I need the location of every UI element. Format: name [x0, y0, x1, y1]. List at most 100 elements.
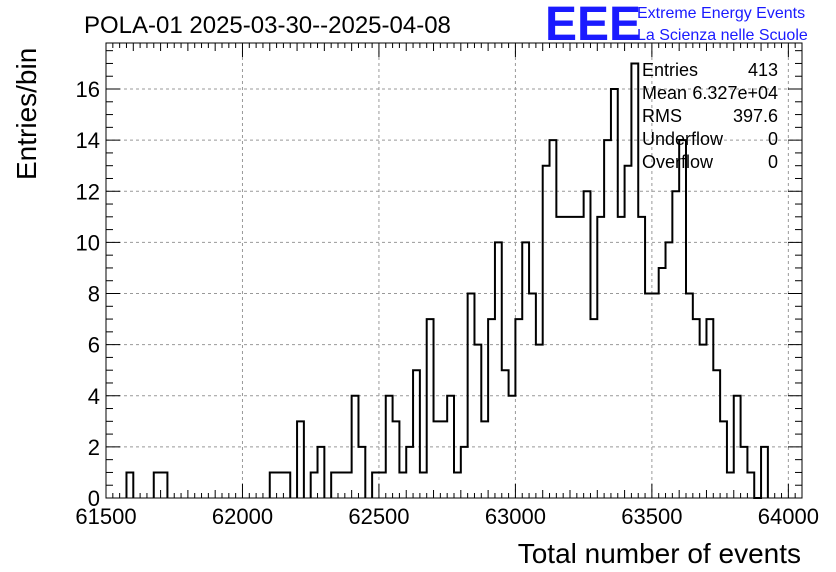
- x-tick-label-2: 62500: [348, 504, 409, 529]
- histogram-bin-57: [666, 242, 673, 498]
- histogram-bin-24: [440, 421, 447, 498]
- histogram-series: [125, 62, 769, 499]
- histogram-bin-9: [331, 472, 338, 498]
- stats-box: Entries 413 Mean 6.327e+04 RMS 397.6 Underflow…: [642, 60, 778, 172]
- x-tick-label-4: 63500: [621, 504, 682, 529]
- histogram-bin-29: [474, 345, 481, 498]
- stats-label-entries: Entries: [642, 60, 698, 80]
- histogram-outline: [125, 62, 769, 499]
- histogram-bin-8: [318, 447, 325, 498]
- histogram-bin-17: [393, 421, 400, 498]
- histogram-bin-58: [672, 191, 679, 498]
- histogram-bin-28: [468, 294, 475, 498]
- histogram-bin-13: [358, 447, 365, 498]
- histogram-bin-43: [570, 217, 577, 498]
- histogram-bin-33: [502, 370, 509, 498]
- x-axis-title: Total number of events: [518, 538, 801, 569]
- histogram-bin-31: [488, 319, 495, 498]
- y-tick-label-8: 16: [76, 77, 100, 102]
- histogram-bin-68: [741, 447, 748, 498]
- histogram-bin-16: [386, 396, 393, 498]
- histogram-bin-25: [447, 396, 454, 498]
- histogram-bin-40: [550, 140, 557, 498]
- histogram-bin-18: [399, 472, 406, 498]
- y-tick-label-2: 4: [88, 384, 100, 409]
- histogram-bin-11: [345, 472, 352, 498]
- histogram-bin-1: [154, 472, 161, 498]
- histogram-bin-44: [577, 217, 584, 498]
- stats-label-overflow: Overflow: [642, 152, 714, 172]
- logo-line-1: Extreme Energy Events: [637, 5, 805, 22]
- y-tick-label-6: 12: [76, 179, 100, 204]
- stats-value-entries: 413: [748, 60, 778, 80]
- histogram-bin-27: [461, 447, 468, 498]
- stats-value-overflow: 0: [768, 152, 778, 172]
- histogram-bin-49: [611, 89, 618, 498]
- histogram-bin-52: [631, 63, 638, 498]
- histogram-bin-55: [652, 294, 659, 498]
- histogram-bin-20: [413, 370, 420, 498]
- eee-logo: EEE Extreme Energy Events La Scienza nel…: [545, 0, 808, 51]
- histogram-bin-71: [761, 447, 768, 498]
- histogram-bin-45: [584, 191, 591, 498]
- y-tick-label-3: 6: [88, 333, 100, 358]
- histogram-bin-7: [311, 472, 318, 498]
- histogram-bin-59: [679, 140, 686, 498]
- histogram-bin-22: [427, 319, 434, 498]
- x-tick-label-0: 61500: [75, 504, 136, 529]
- histogram-bin-6: [297, 421, 304, 498]
- histogram-bin-15: [379, 472, 386, 498]
- histogram-bin-39: [543, 166, 550, 498]
- histogram-bin-30: [481, 421, 488, 498]
- histogram-bin-66: [727, 472, 734, 498]
- histogram-bin-5: [283, 472, 290, 498]
- histogram-bin-26: [454, 472, 461, 498]
- eee-logo-mark: EEE: [545, 0, 641, 51]
- axes: 61500 62000 62500 63000 63500 64000 0 2 4 6 8 10 12 1…: [75, 43, 819, 529]
- histogram-bin-67: [734, 396, 741, 498]
- histogram-bin-4: [277, 472, 284, 498]
- histogram-bin-60: [686, 294, 693, 498]
- stats-label-rms: RMS: [642, 106, 682, 126]
- histogram-bin-69: [747, 472, 754, 498]
- histogram-bin-10: [338, 472, 345, 498]
- histogram-bin-34: [509, 396, 516, 498]
- histogram-bin-50: [618, 217, 625, 498]
- histogram-bin-23: [434, 421, 441, 498]
- stats-value-underflow: 0: [768, 129, 778, 149]
- histogram-bin-19: [406, 447, 413, 498]
- histogram-bin-63: [706, 319, 713, 498]
- histogram-bin-0: [126, 472, 133, 498]
- y-tick-label-7: 14: [76, 128, 100, 153]
- histogram-bin-51: [625, 166, 632, 498]
- histogram-bin-32: [495, 242, 502, 498]
- stats-value-rms: 397.6: [733, 106, 778, 126]
- histogram-bin-42: [563, 217, 570, 498]
- y-tick-label-4: 8: [88, 282, 100, 307]
- histogram-bin-12: [352, 396, 359, 498]
- histogram-bin-35: [515, 319, 522, 498]
- y-axis-title: Entries/bin: [11, 48, 42, 180]
- histogram-bin-53: [638, 217, 645, 498]
- histogram-bin-14: [372, 472, 379, 498]
- x-tick-label-1: 62000: [212, 504, 273, 529]
- histogram-bin-2: [161, 472, 168, 498]
- histogram-bin-54: [645, 294, 652, 498]
- y-tick-label-5: 10: [76, 230, 100, 255]
- histogram-bin-46: [590, 319, 597, 498]
- stats-value-mean: 6.327e+04: [692, 83, 778, 103]
- histogram-bin-65: [720, 421, 727, 498]
- y-tick-label-1: 2: [88, 435, 100, 460]
- histogram-bin-38: [536, 345, 543, 498]
- histogram-bin-41: [556, 217, 563, 498]
- histogram-bin-62: [700, 345, 707, 498]
- histogram-bin-37: [529, 294, 536, 498]
- stats-label-underflow: Underflow: [642, 129, 724, 149]
- histogram-bin-61: [693, 319, 700, 498]
- histogram-bin-21: [420, 472, 427, 498]
- stats-label-mean: Mean: [642, 83, 687, 103]
- logo-line-2: La Scienza nelle Scuole: [637, 27, 808, 44]
- histogram-bin-47: [597, 217, 604, 498]
- y-tick-label-0: 0: [88, 486, 100, 511]
